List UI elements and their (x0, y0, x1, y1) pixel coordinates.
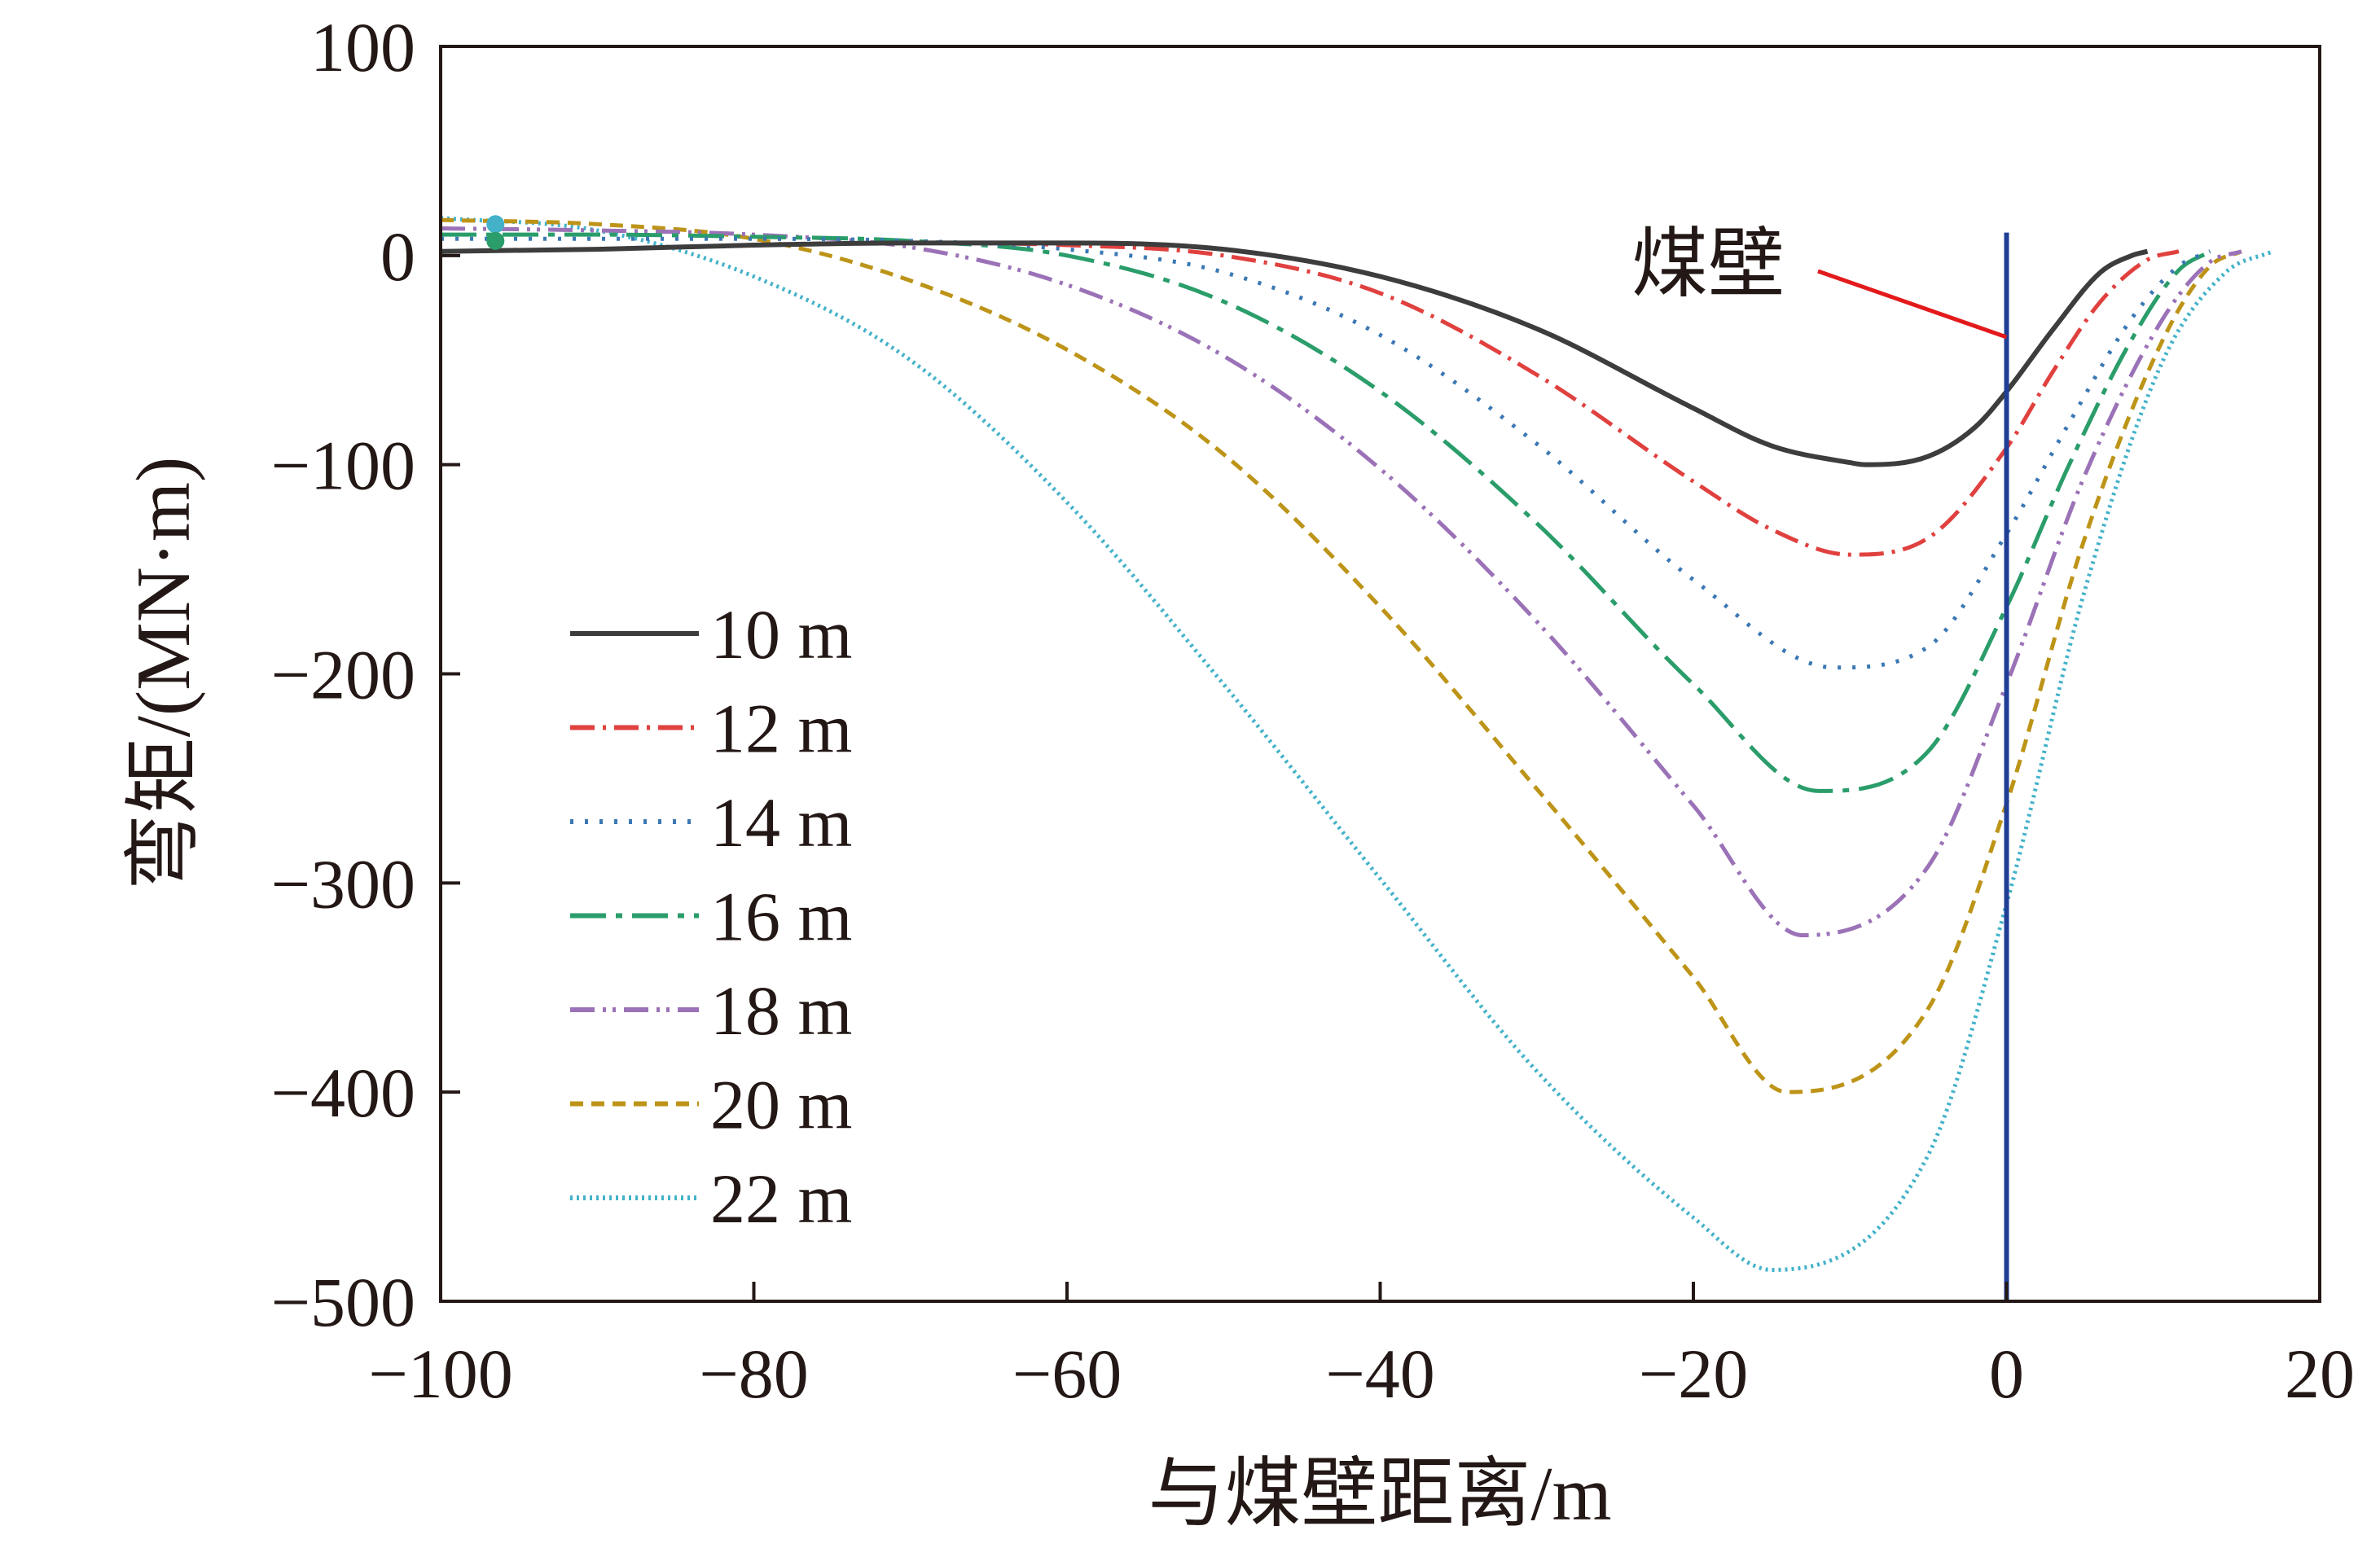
y-tick-label: −100 (270, 427, 415, 505)
x-tick-label: −100 (368, 1335, 513, 1413)
y-axis-label: 弯矩/(MN·m) (121, 457, 206, 891)
legend-label: 16 m (710, 878, 852, 956)
annotation-label: 煤壁 (1631, 222, 1785, 307)
x-tick-label: −20 (1639, 1335, 1749, 1413)
legend-entry-14m: 14 m (570, 783, 852, 862)
series-start-marker (486, 231, 505, 250)
series-line-20m (441, 217, 2242, 1094)
legend-entry-22m: 22 m (570, 1160, 852, 1238)
x-tick-label: −80 (699, 1335, 809, 1413)
y-tick-label: −500 (270, 1263, 415, 1341)
series-start-marker (486, 215, 505, 234)
x-tick-label: −60 (1012, 1335, 1122, 1413)
series-line-18m (441, 226, 2242, 938)
legend-entry-12m: 12 m (570, 690, 852, 768)
series-line-16m (441, 232, 2211, 793)
y-tick-label: 0 (380, 217, 415, 296)
legend: 10 m 12 m 14 m 16 m 18 m 20 m 22 m (570, 595, 852, 1238)
legend-entry-20m: 20 m (570, 1066, 852, 1144)
legend-entry-18m: 18 m (570, 971, 852, 1050)
y-tick-label: −200 (270, 636, 415, 714)
wall-annotation: 煤壁 (1631, 222, 2008, 340)
series-layer (441, 215, 2274, 1272)
x-tick-label: −40 (1325, 1335, 1435, 1413)
legend-entry-10m: 10 m (570, 595, 852, 673)
series-line-14m (441, 236, 2211, 670)
annotation-leader-line (1817, 269, 2008, 340)
series-line-10m (441, 240, 2149, 467)
legend-entry-16m: 16 m (570, 878, 852, 956)
x-axis-label: 与煤壁距离/m (1148, 1452, 1611, 1537)
legend-label: 18 m (710, 971, 852, 1050)
series-line-12m (441, 240, 2180, 557)
tick-layer: −100 −80 −60 −40 −20 0 201000−100−200−300−400−… (270, 8, 2355, 1413)
y-tick-label: −300 (270, 844, 415, 923)
legend-label: 12 m (710, 690, 852, 768)
x-tick-label: 0 (1989, 1335, 2024, 1413)
legend-label: 10 m (710, 595, 852, 673)
y-tick-label: 100 (310, 8, 415, 86)
legend-label: 14 m (710, 783, 852, 862)
legend-label: 20 m (710, 1066, 852, 1144)
y-tick-label: −400 (270, 1054, 415, 1132)
legend-label: 22 m (710, 1160, 852, 1238)
x-tick-label: 20 (2285, 1335, 2355, 1413)
